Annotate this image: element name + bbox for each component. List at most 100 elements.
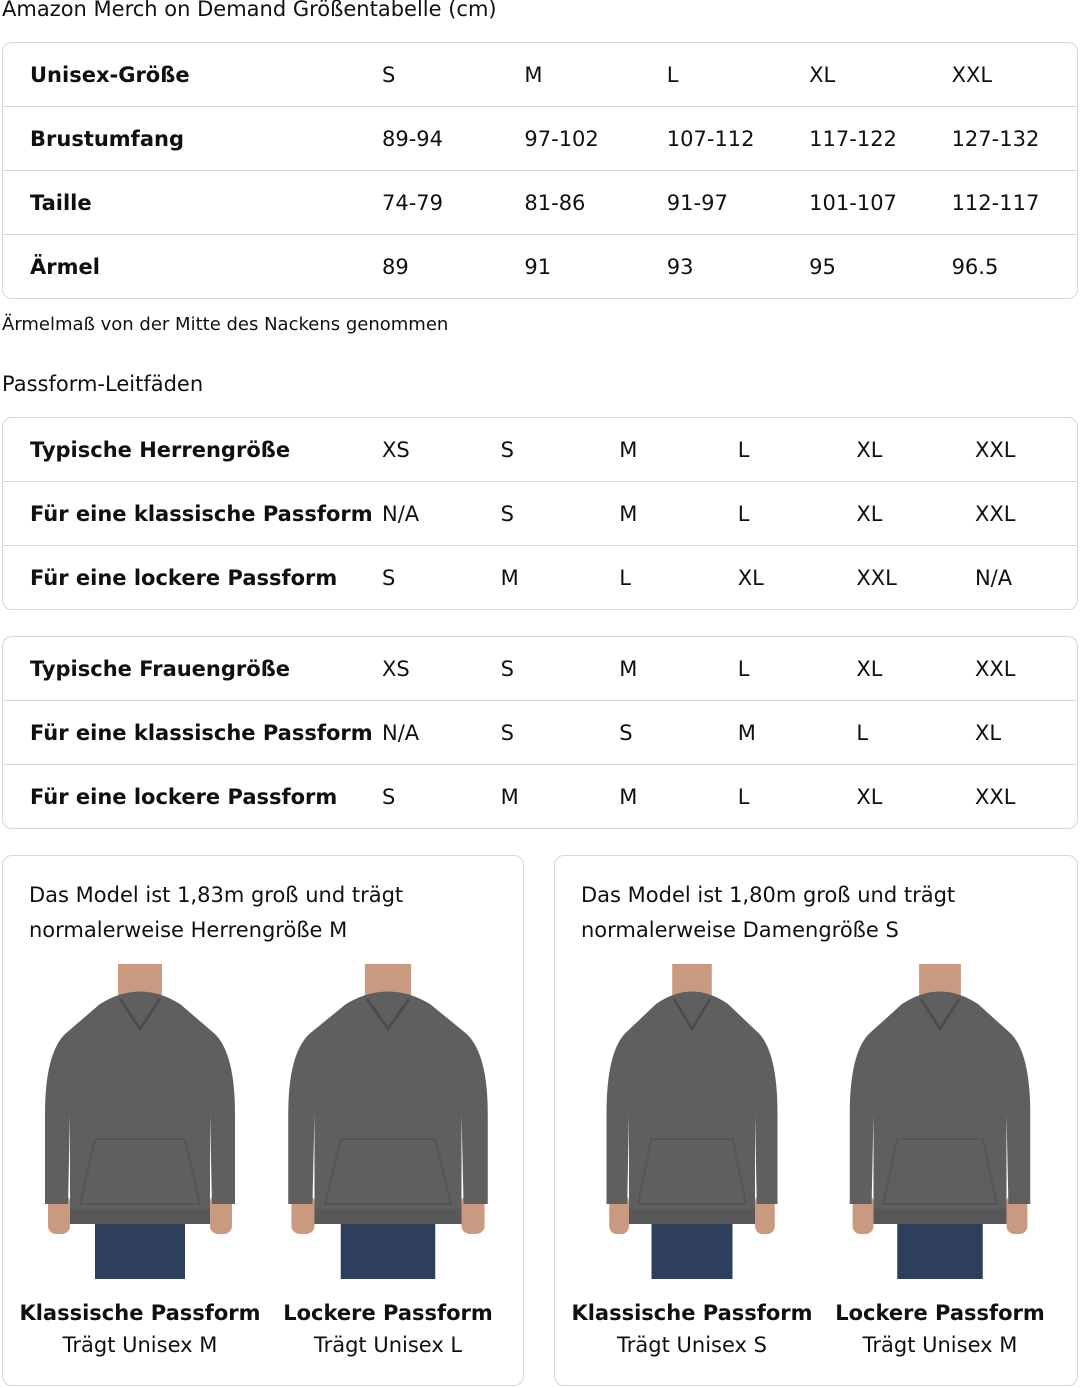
cell: XL: [737, 565, 764, 590]
women-fit-table: Typische Frauengröße XS S M L XL XXL Für eine …: [2, 636, 1078, 829]
cell: S: [619, 720, 633, 745]
cell: XS: [382, 437, 410, 462]
cell: M: [619, 437, 638, 462]
row-label: Für eine klassische Passform: [30, 501, 373, 526]
cell: N/A: [382, 501, 420, 526]
cell: M: [524, 62, 543, 87]
cell: 89: [382, 254, 409, 279]
cell: S: [500, 720, 514, 745]
size-table: Unisex-Größe S M L XL XXL Brustumfang 89-94 97-…: [2, 42, 1078, 299]
cell: XL: [809, 62, 836, 87]
table-row: Unisex-Größe S M L XL XXL: [3, 43, 1077, 106]
row-label: Typische Frauengröße: [30, 656, 291, 681]
cell: 97-102: [524, 126, 599, 151]
cell: L: [856, 720, 869, 745]
women-model-card: Das Model ist 1,80m groß und trägt normal…: [554, 855, 1078, 1386]
table-row: Ärmel 89 91 93 95 96.5: [3, 234, 1077, 298]
cell: 93: [666, 254, 694, 279]
cell: 74-79: [382, 190, 444, 215]
cell: 89-94: [382, 126, 444, 151]
cell: M: [500, 565, 519, 590]
wears-size: Trägt Unisex S: [617, 1333, 767, 1357]
row-label: Typische Herrengröße: [30, 437, 291, 462]
cell: XL: [974, 720, 1002, 745]
figure-classic-fit: Klassische Passform Trägt Unisex S: [567, 964, 817, 1357]
cell: XXL: [974, 656, 1016, 681]
cell: N/A: [974, 565, 1013, 590]
cell: L: [737, 437, 750, 462]
cell: L: [737, 784, 750, 809]
cell: 95: [809, 254, 836, 279]
hoodie-photo: [606, 964, 778, 1279]
desc-line: Das Model ist 1,83m groß und trägt: [29, 883, 404, 907]
cell: S: [500, 656, 514, 681]
row-label: Für eine lockere Passform: [30, 784, 338, 809]
cell: 112-117: [951, 190, 1040, 215]
cell: 107-112: [666, 126, 755, 151]
cell: 91: [524, 254, 552, 279]
cell: L: [737, 656, 750, 681]
cell: M: [619, 784, 638, 809]
cell: S: [382, 62, 396, 87]
desc-line: Das Model ist 1,80m groß und trägt: [581, 883, 956, 907]
fit-caption: Lockere Passform: [835, 1301, 1045, 1325]
cell: 101-107: [809, 190, 897, 215]
cell: 91-97: [666, 190, 728, 215]
cell: XXL: [974, 784, 1016, 809]
row-label: Ärmel: [30, 254, 100, 279]
cell: XXL: [951, 62, 993, 87]
cell: 81-86: [524, 190, 586, 215]
wears-size: Trägt Unisex M: [862, 1333, 1018, 1357]
cell: L: [619, 565, 631, 590]
cell: XL: [856, 656, 883, 681]
row-label: Taille: [30, 190, 92, 215]
cell: XXL: [974, 501, 1016, 526]
cell: 96.5: [951, 254, 999, 279]
fit-caption: Klassische Passform: [19, 1301, 261, 1325]
model-description: Das Model ist 1,80m groß und trägt normal…: [581, 878, 1061, 948]
row-label: Brustumfang: [30, 126, 184, 151]
cell: M: [737, 720, 756, 745]
cell: N/A: [382, 720, 420, 745]
table-row: Für eine lockere Passform S M M L XL XXL: [3, 764, 1077, 828]
desc-line: normalerweise Herrengröße M: [29, 918, 348, 942]
cell: XL: [856, 501, 883, 526]
row-label: Für eine lockere Passform: [30, 565, 338, 590]
cell: XXL: [974, 437, 1016, 462]
figure-loose-fit: Lockere Passform Trägt Unisex M: [815, 964, 1065, 1357]
cell: 117-122: [809, 126, 897, 151]
fit-caption: Lockere Passform: [283, 1301, 493, 1325]
men-model-card: Das Model ist 1,83m groß und trägt normal…: [2, 855, 524, 1386]
model-description: Das Model ist 1,83m groß und trägt normal…: [29, 878, 509, 948]
cell: XL: [856, 784, 883, 809]
cell: S: [382, 784, 396, 809]
cell: XS: [382, 656, 410, 681]
table-row: Typische Frauengröße XS S M L XL XXL: [3, 637, 1077, 700]
cell: S: [500, 501, 514, 526]
row-label: Für eine klassische Passform: [30, 720, 373, 745]
desc-line: normalerweise Damengröße S: [581, 918, 899, 942]
figure-loose-fit: Lockere Passform Trägt Unisex L: [263, 964, 513, 1357]
page-title: Amazon Merch on Demand Größentabelle (cm…: [2, 0, 497, 21]
table-row: Für eine klassische Passform N/A S M L XL XXL: [3, 481, 1077, 545]
wears-size: Trägt Unisex M: [62, 1333, 218, 1357]
cell: L: [666, 62, 679, 87]
cell: S: [500, 437, 514, 462]
table-row: Typische Herrengröße XS S M L XL XXL: [3, 418, 1077, 481]
cell: XL: [856, 437, 883, 462]
table-row: Für eine lockere Passform S M L XL XXL N/A: [3, 545, 1077, 609]
hoodie-photo: [45, 964, 235, 1279]
sleeve-note: Ärmelmaß von der Mitte des Nackens genom…: [2, 314, 449, 335]
cell: S: [382, 565, 396, 590]
fit-caption: Klassische Passform: [571, 1301, 813, 1325]
table-row: Taille 74-79 81-86 91-97 101-107 112-117: [3, 170, 1077, 234]
cell: L: [737, 501, 750, 526]
cell: 127-132: [951, 126, 1040, 151]
hoodie-photo: [288, 964, 488, 1279]
men-fit-table: Typische Herrengröße XS S M L XL XXL Für eine …: [2, 417, 1078, 610]
wears-size: Trägt Unisex L: [313, 1333, 463, 1357]
row-label: Unisex-Größe: [30, 62, 190, 87]
cell: M: [500, 784, 519, 809]
hoodie-photo: [849, 964, 1031, 1279]
fit-heading: Passform-Leitfäden: [2, 372, 204, 396]
